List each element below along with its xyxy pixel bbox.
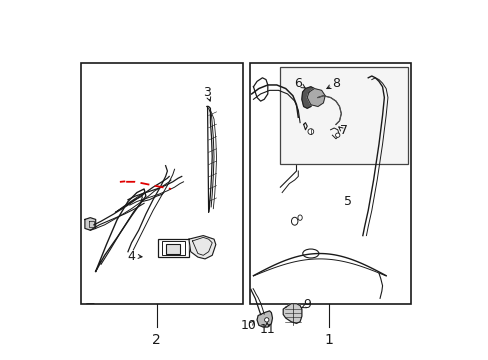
Text: 1: 1 [324,333,332,347]
Text: 10: 10 [241,319,256,332]
Polygon shape [306,89,325,107]
Text: 5: 5 [344,195,352,208]
Polygon shape [188,235,215,259]
Bar [81,63,242,304]
Circle shape [307,129,313,134]
Polygon shape [301,87,316,108]
Text: 4: 4 [127,249,135,262]
Circle shape [264,318,268,322]
Bar [249,63,410,304]
Text: 8: 8 [331,77,339,90]
Polygon shape [85,218,96,230]
Circle shape [335,133,339,137]
Text: 9: 9 [303,298,310,311]
Text: 11: 11 [259,323,274,336]
Polygon shape [283,304,301,323]
Bar [158,239,188,257]
Polygon shape [257,311,272,327]
Text: 3: 3 [203,86,210,99]
Bar [165,244,180,253]
Bar [280,67,407,164]
Text: 6: 6 [293,77,301,90]
Bar [162,241,185,255]
Text: 7: 7 [340,124,347,138]
Text: 2: 2 [152,333,161,347]
